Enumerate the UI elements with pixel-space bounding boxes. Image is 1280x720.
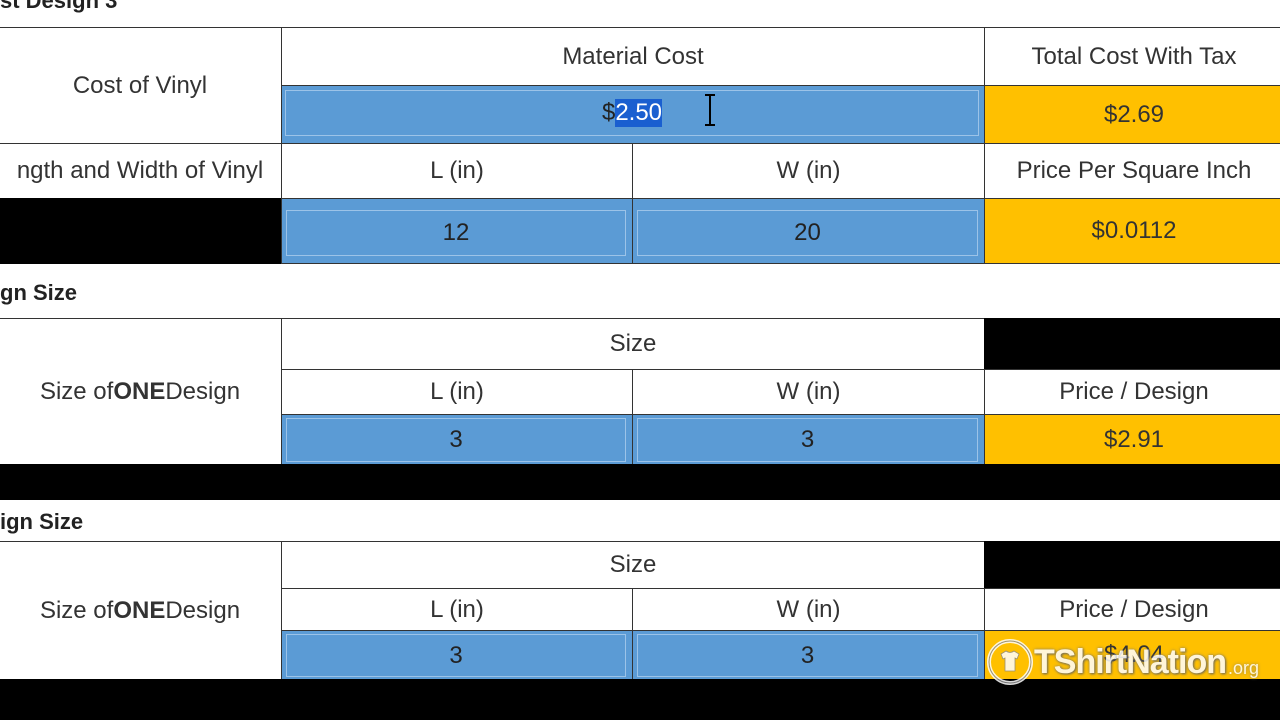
black-filler-cell [984, 318, 1280, 370]
price-per-design-header-2: Price / Design [984, 588, 1280, 631]
vinyl-length-input[interactable]: 12 [286, 210, 626, 256]
label-bold-part: ONE [113, 596, 166, 624]
black-filler-cell [984, 541, 1280, 589]
black-separator-bar [0, 464, 1280, 500]
price-per-design-value: $2.91 [984, 414, 1280, 465]
cost-of-vinyl-label: Cost of Vinyl [0, 27, 282, 144]
material-cost-input[interactable]: $2.50 [285, 90, 979, 136]
vinyl-width-header: W (in) [632, 143, 985, 199]
label-part: Size of [39, 377, 114, 405]
vinyl-width-input[interactable]: 20 [637, 210, 978, 256]
size-header-2: Size [281, 541, 985, 589]
total-cost-value: $2.69 [984, 85, 1280, 144]
watermark-text: TShirtNation [1034, 642, 1227, 681]
size-of-one-design-label-2: Size of ONE Design [0, 541, 282, 680]
material-cost-prefix: $ [601, 99, 616, 126]
length-width-label: ngth and Width of Vinyl [0, 143, 282, 199]
design-length-header: L (in) [281, 369, 633, 415]
price-per-square-inch-header: Price Per Square Inch [984, 143, 1280, 199]
black-footer-bar [0, 679, 1280, 720]
design-width-input[interactable]: 3 [637, 418, 978, 462]
text-cursor-icon [705, 94, 715, 126]
material-cost-selected-text: 2.50 [615, 99, 663, 127]
watermark-suffix: .org [1227, 657, 1260, 678]
price-per-design-value-2: $4.04 [984, 630, 1280, 680]
size-header: Size [281, 318, 985, 370]
partial-section-title: st Design 3 [0, 0, 118, 13]
design-size-section-title-2: ign Size [0, 509, 84, 534]
watermark: TShirtNation .org [986, 638, 1259, 686]
material-cost-header: Material Cost [281, 27, 985, 86]
design-width-input-2[interactable]: 3 [637, 634, 978, 677]
price-per-design-header: Price / Design [984, 369, 1280, 415]
label-part: Design [165, 377, 241, 405]
price-per-square-inch-value: $0.0112 [984, 198, 1280, 264]
black-filler-cell [0, 198, 282, 264]
label-bold-part: ONE [113, 377, 166, 405]
label-part: Design [165, 596, 241, 624]
design-length-header-2: L (in) [281, 588, 633, 631]
size-of-one-design-label: Size of ONE Design [0, 318, 282, 465]
design-width-header: W (in) [632, 369, 985, 415]
total-cost-header: Total Cost With Tax [984, 27, 1280, 86]
label-part: Size of [39, 596, 114, 624]
design-length-input-2[interactable]: 3 [286, 634, 626, 677]
tshirt-logo-icon [987, 639, 1033, 685]
design-width-header-2: W (in) [632, 588, 985, 631]
design-size-section-title: gn Size [0, 280, 78, 305]
design-length-input[interactable]: 3 [286, 418, 626, 462]
vinyl-length-header: L (in) [281, 143, 633, 199]
